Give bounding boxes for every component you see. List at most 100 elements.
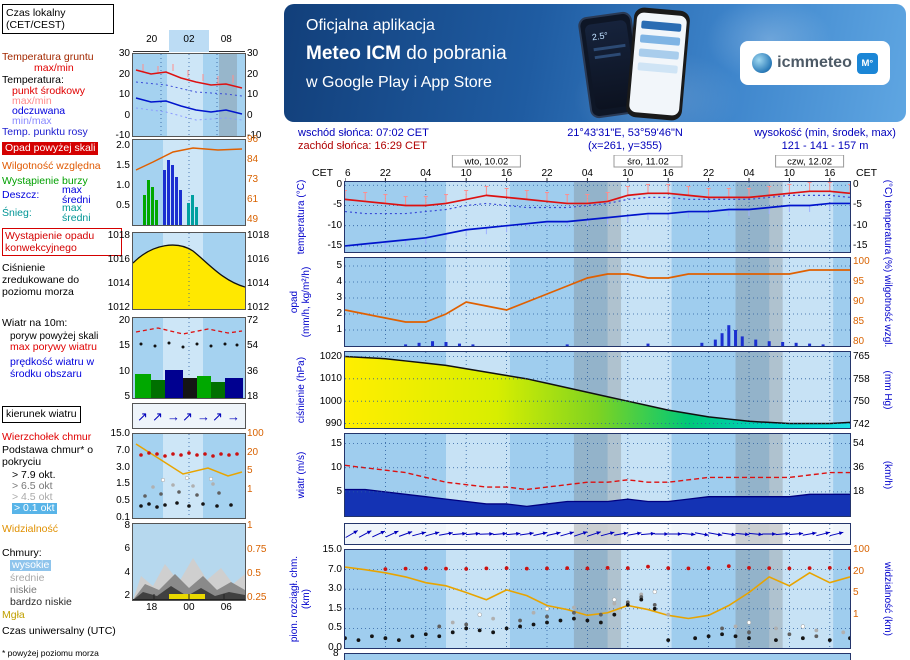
tick-label: 84 — [247, 154, 259, 165]
legend-precip-mini-right-ticks: 96 84 73 61 49 — [247, 135, 271, 225]
altitude-values: 121 - 141 - 157 m — [781, 140, 869, 152]
local-time-tick: 02 — [183, 34, 195, 45]
tick-label: 1.5 — [116, 160, 130, 171]
tick-label: 2 — [124, 589, 130, 601]
humidity-axis-label-right: (%) wilgotność wzgl. — [882, 256, 893, 348]
phone-ui-line — [594, 52, 621, 60]
tick-label: 3.0 — [116, 461, 130, 473]
tick-label: 20 — [247, 68, 259, 80]
legend-wind-mini-right-ticks: 72 54 36 18 — [247, 316, 269, 402]
tick-label: 10 — [330, 462, 342, 473]
svg-text:16: 16 — [501, 168, 513, 179]
tick-label: -15 — [327, 239, 342, 251]
precipitation-humidity-panel — [344, 257, 851, 347]
tick-label: 0.5 — [116, 495, 130, 507]
sunrise-text: wschód słońca: 07:02 CET — [298, 127, 429, 139]
tick-label: 765 — [853, 351, 870, 362]
wind-left-ticks: 15 10 5 — [316, 439, 342, 497]
temperature-axis-label-left: temperatura (°C) — [296, 179, 307, 255]
tick-label: 1.5 — [116, 478, 130, 490]
sun-info: wschód słońca: 07:02 CET zachód słońca: … — [298, 127, 429, 153]
pressure-right-ticks: 765 758 750 742 — [853, 352, 879, 430]
legend-cover-mini-left-ticks: 8 6 4 2 — [116, 521, 130, 601]
tick-label: 7.0 — [328, 563, 342, 575]
svg-text:22: 22 — [380, 168, 392, 179]
legend-gust-max: max porywy wiatru — [10, 341, 97, 353]
svg-text:→: → — [167, 409, 180, 424]
grid-xy-text: (x=261, y=355) — [588, 140, 662, 152]
legend-precip-mini-left-ticks: 2.0 1.5 1.0 0.5 — [108, 141, 130, 211]
tick-label: 15.0 — [110, 428, 130, 439]
legend-wind-dir-mini-chart: ↗ ↗ → ↗ → ↗ → — [132, 403, 246, 429]
local-time-tick: 08 — [220, 34, 232, 45]
time-tick: 00 — [183, 602, 195, 613]
legend-clouds-vlow: bardzo niskie — [10, 596, 72, 608]
tick-label: -10 — [327, 219, 342, 231]
svg-text:16: 16 — [345, 168, 351, 179]
tick-label: 1 — [247, 483, 253, 495]
tick-label: 100 — [247, 428, 264, 439]
legend-snow-max: max — [62, 202, 82, 214]
svg-text:→: → — [197, 409, 210, 424]
pressure-axis-label-right: (mm Hg) — [882, 370, 893, 410]
legend-precip-over: Opad powyżej skali — [2, 142, 99, 155]
legend-visibility: Widzialność — [2, 523, 59, 535]
tick-label: 3.0 — [328, 583, 342, 595]
legend-temp-felt: odczuwana — [12, 105, 66, 117]
svg-text:04: 04 — [743, 168, 755, 179]
svg-text:22: 22 — [703, 168, 715, 179]
legend-okta-45: > 4.5 okt — [12, 491, 53, 503]
tick-label: 15 — [118, 340, 130, 352]
pressure-left-ticks: 1020 1010 1000 990 — [316, 352, 342, 429]
legend-temp-header: Temperatura: — [2, 74, 64, 86]
legend-rain-max: max — [62, 184, 82, 196]
altitude-info: wysokość (min, środek, max) 121 - 141 - … — [745, 127, 905, 153]
tick-label: 2 — [336, 308, 342, 319]
tick-label: 90 — [853, 296, 865, 307]
tick-label: 15.0 — [322, 544, 342, 555]
tick-label: 1012 — [107, 302, 130, 313]
tick-label: -10 — [115, 130, 130, 141]
local-time-tick: 20 — [146, 34, 158, 45]
phone-mockup-light — [625, 6, 691, 122]
location-info: 21°43'31"E, 53°59'46"N (x=261, y=355) — [520, 127, 730, 153]
humidity-right-ticks: 100 95 90 85 80 — [853, 257, 879, 347]
legend-snow-mean: średni — [62, 212, 91, 224]
tick-label: 5 — [853, 587, 859, 599]
legend-clouds-mini-right-ticks: 100 20 5 1 — [247, 429, 271, 495]
legend-dew-point: Temp. punktu rosy — [2, 126, 88, 138]
local-time-label: Czas lokalny (CET/CEST) — [2, 4, 114, 34]
legend-okta-79: > 7.9 okt. — [12, 469, 56, 481]
svg-text:10: 10 — [461, 168, 473, 179]
tick-label: 10 — [247, 89, 259, 100]
tick-label: 20 — [247, 446, 259, 458]
wind-axis-label-right: (km/h) — [882, 460, 893, 490]
icmmeteo-logo-text: icmmeteo — [777, 54, 852, 71]
icmmeteo-logo[interactable]: icmmeteo M° — [740, 41, 890, 85]
tick-label: 85 — [853, 316, 865, 327]
tick-label: 6 — [124, 543, 130, 555]
precip-axis-label-left-1: opad — [289, 290, 300, 314]
tick-label: 0 — [336, 179, 342, 190]
legend-ground-temp: Temperatura gruntu — [2, 51, 94, 63]
legend-temp-mini-right-ticks: 30 20 10 0 -10 — [247, 49, 269, 141]
legend-temperature-mini-chart — [132, 53, 246, 137]
tick-label: 990 — [325, 417, 342, 429]
legend-rain: Deszcz: — [2, 189, 40, 201]
svg-text:↗: ↗ — [212, 409, 223, 424]
pressure-panel — [344, 351, 851, 429]
precip-axis-label-left-2: (mm/h, kg/m²/h) — [301, 266, 312, 338]
clouds-left-ticks: 15.0 7.0 3.0 1.5 0.5 0.0 — [312, 545, 342, 653]
temperature-right-ticks: 0 -5 -10 -15 — [853, 180, 879, 251]
legend-cover-mini-right-ticks: 1 0.75 0.5 0.25 — [247, 521, 273, 603]
legend-cloud-base: Podstawa chmur* o pokryciu — [2, 444, 94, 468]
tick-label: 20 — [118, 68, 130, 80]
app-banner[interactable]: Oficjalna aplikacja Meteo ICM do pobrani… — [284, 4, 906, 122]
tick-label: 0.25 — [247, 592, 267, 603]
phone-ui-row — [639, 34, 681, 46]
tick-label: 1.0 — [116, 180, 130, 191]
legend-precip-mini-chart — [132, 139, 246, 226]
tick-label: 1 — [336, 324, 342, 335]
tick-label: 1016 — [247, 254, 270, 265]
banner-line2-rest: do pobrania — [401, 43, 507, 64]
